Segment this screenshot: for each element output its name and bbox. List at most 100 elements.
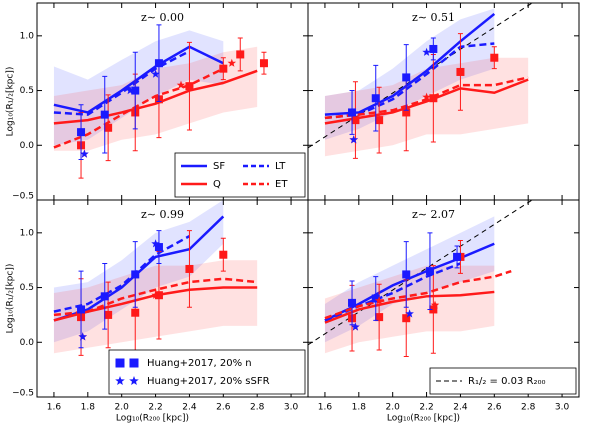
x-tick-label: 2.4 <box>453 403 468 413</box>
square-marker <box>77 305 86 314</box>
square-marker <box>104 123 113 132</box>
dashed-line <box>53 235 191 313</box>
legend-label: Huang+2017, 20% n <box>147 358 252 369</box>
square-marker <box>375 116 384 125</box>
star-marker <box>125 86 135 95</box>
square-marker <box>402 270 411 279</box>
square-marker <box>402 314 411 323</box>
legend-label: Huang+2017, 20% sSFR <box>147 376 270 387</box>
x-axis-label: Log₁₀(R₂₀₀ [kpc]) <box>387 414 460 424</box>
square-marker <box>429 305 438 314</box>
dashed-line <box>53 67 224 149</box>
x-tick-label: 2.2 <box>148 403 162 413</box>
x-tick-label: 2.6 <box>216 403 231 413</box>
star-marker <box>151 239 160 248</box>
x-tick-label: 1.6 <box>47 403 62 413</box>
line <box>324 290 495 324</box>
x-tick-label: 1.6 <box>318 403 333 413</box>
star-marker <box>430 300 440 309</box>
y-tick-label: 0.0 <box>20 141 35 151</box>
legend-swatch <box>129 376 139 385</box>
x-tick-label: 2.8 <box>521 403 536 413</box>
square-marker <box>154 243 163 252</box>
y-tick-label: 0.0 <box>20 338 35 348</box>
x-tick-label: 1.8 <box>81 403 96 413</box>
star-marker <box>351 322 360 331</box>
x-tick-label: 3.0 <box>284 403 299 413</box>
dashed-line <box>53 277 258 317</box>
x-tick-label: 1.8 <box>352 403 367 413</box>
square-marker <box>131 270 140 279</box>
legend-swatch <box>115 376 125 385</box>
star-marker <box>80 149 89 158</box>
y-tick-label: −0.5 <box>12 192 34 202</box>
square-marker <box>219 64 228 73</box>
star-marker <box>151 290 160 299</box>
plot-area <box>308 3 534 159</box>
dashed-line <box>53 50 191 116</box>
legend-label: Q <box>213 179 221 190</box>
star-marker <box>227 58 237 67</box>
x-axis-label: Log₁₀(R₂₀₀ [kpc]) <box>116 414 189 424</box>
plot-area <box>308 200 534 358</box>
star-marker <box>374 296 384 305</box>
square-marker <box>348 108 357 117</box>
square-marker <box>490 53 499 62</box>
legend-label: SF <box>213 161 225 172</box>
plot-area <box>53 24 268 179</box>
y-axis-label: Log₁₀(R₁/₂[kpc]) <box>6 264 16 334</box>
y-tick-label: 0.5 <box>20 86 34 96</box>
legend-label: LT <box>275 161 286 172</box>
x-tick-label: 2.2 <box>419 403 433 413</box>
square-marker <box>402 108 411 117</box>
square-marker <box>425 267 434 276</box>
y-axis-label: Log₁₀(R₁/₂[kpc]) <box>6 67 16 137</box>
star-marker <box>349 135 358 144</box>
square-marker <box>429 94 438 103</box>
square-marker <box>77 128 86 137</box>
square-marker <box>104 310 113 319</box>
x-tick-label: 2.0 <box>115 403 130 413</box>
square-marker <box>375 313 384 322</box>
square-marker <box>185 82 194 91</box>
dashed-line <box>324 269 512 320</box>
legend-swatch <box>129 358 139 368</box>
square-marker <box>131 308 140 317</box>
y-tick-label: 1.0 <box>20 228 35 238</box>
axes-frame <box>307 199 580 398</box>
square-marker <box>259 59 268 68</box>
line <box>53 69 258 125</box>
x-tick-label: 2.0 <box>386 403 401 413</box>
square-marker <box>100 292 109 301</box>
star-marker <box>151 69 160 78</box>
square-marker <box>219 250 228 259</box>
square-marker <box>348 298 357 307</box>
x-tick-label: 3.0 <box>555 403 570 413</box>
square-marker <box>371 294 380 303</box>
legend-box <box>108 349 306 395</box>
panel-title: z∼ 0.51 <box>412 11 455 24</box>
star-marker <box>176 80 186 89</box>
square-marker <box>371 94 380 103</box>
x-tick-label: 2.4 <box>182 403 197 413</box>
legend-label: R₁/₂ = 0.03 R₂₀₀ <box>468 376 546 387</box>
star-marker <box>405 309 414 318</box>
plot-area <box>53 200 258 356</box>
x-tick-label: 2.8 <box>250 403 265 413</box>
square-marker <box>236 50 245 59</box>
y-tick-label: 1.0 <box>20 31 35 41</box>
y-tick-label: 0.5 <box>20 283 34 293</box>
star-marker <box>78 332 87 341</box>
square-marker <box>131 86 140 95</box>
line <box>53 45 224 114</box>
panel-title: z∼ 0.00 <box>141 11 184 24</box>
star-marker <box>422 92 431 101</box>
legend-swatch <box>115 358 125 368</box>
y-tick-label: −0.5 <box>12 389 34 399</box>
square-marker <box>351 116 360 125</box>
square-marker <box>453 252 462 261</box>
square-marker <box>429 44 438 53</box>
star-marker <box>422 47 431 56</box>
band <box>324 57 529 157</box>
